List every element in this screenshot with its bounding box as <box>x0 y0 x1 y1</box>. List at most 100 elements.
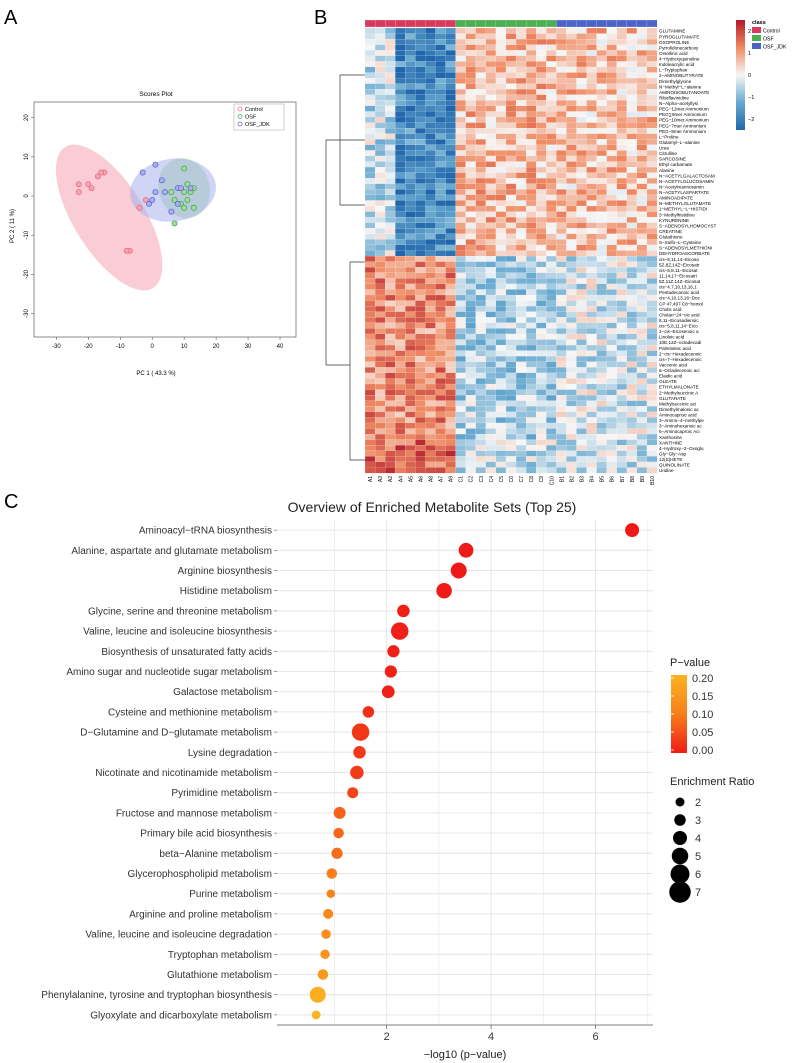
heatmap-cell <box>495 44 507 51</box>
heatmap-cell <box>465 261 476 268</box>
heatmap-cell <box>445 217 456 223</box>
heatmap-row-label: 10E,12Z−octadecadi <box>659 340 701 345</box>
heatmap-cell <box>445 395 456 401</box>
heatmap-cell <box>465 172 476 179</box>
heatmap-cell <box>606 239 617 246</box>
heatmap-cell <box>415 344 426 351</box>
heatmap-cell <box>526 339 537 346</box>
heatmap-cell <box>556 27 567 34</box>
heatmap-cell <box>505 244 517 251</box>
heatmap-cell <box>526 344 537 351</box>
heatmap-cell <box>626 428 638 435</box>
heatmap-cell <box>455 395 466 401</box>
heatmap-cell <box>425 439 436 446</box>
point-osf_jdk <box>168 208 175 215</box>
heatmap-cell <box>485 395 497 401</box>
heatmap-cell <box>505 339 517 346</box>
heatmap-cell <box>505 255 517 262</box>
heatmap-cell <box>405 395 416 401</box>
heatmap-cell <box>374 55 386 62</box>
heatmap-cell <box>536 39 547 45</box>
heatmap-cell <box>445 461 456 468</box>
heatmap-cell <box>646 94 658 101</box>
heatmap-cell <box>536 467 547 474</box>
category-label: Histidine metabolism <box>180 586 272 597</box>
heatmap-cell <box>566 461 577 468</box>
heatmap-cell <box>646 111 658 118</box>
heatmap-cell <box>395 33 406 40</box>
heatmap-cell <box>606 322 617 329</box>
heatmap-cell <box>526 267 537 273</box>
colorbar-tick-label: 0 <box>748 73 751 79</box>
heatmap-cell <box>505 250 517 257</box>
heatmap-cell <box>636 406 648 413</box>
heatmap-cell <box>364 233 376 240</box>
heatmap-cell <box>425 205 436 212</box>
heatmap-cell <box>435 289 446 296</box>
heatmap-cell <box>626 300 638 307</box>
heatmap-cell <box>576 272 587 279</box>
pvalue-tick-label: 0.10 <box>692 709 713 721</box>
heatmap-row-label: KYNURENINE <box>659 218 689 223</box>
heatmap-cell <box>374 228 386 235</box>
heatmap-cell <box>536 395 547 401</box>
heatmap-cell <box>546 111 557 118</box>
heatmap-cell <box>435 406 446 413</box>
heatmap-cell <box>455 89 466 95</box>
heatmap-cell <box>445 261 456 268</box>
heatmap-cell <box>626 294 638 301</box>
heatmap-cell <box>465 39 476 45</box>
heatmap-cell <box>465 417 476 424</box>
heatmap-cell <box>505 155 517 162</box>
heatmap-cell <box>455 144 466 151</box>
heatmap-row-label: Riboflavinidine <box>659 95 689 100</box>
heatmap-cell <box>546 189 557 196</box>
heatmap-cell <box>395 189 406 196</box>
heatmap-cell <box>475 166 487 173</box>
heatmap-cell <box>505 150 517 157</box>
class-bar-segment <box>374 19 386 28</box>
heatmap-cell <box>425 211 436 218</box>
heatmap-cell <box>616 128 628 134</box>
heatmap-cell <box>515 228 527 235</box>
heatmap-cell <box>405 344 416 351</box>
heatmap-cell <box>586 339 597 346</box>
heatmap-cell <box>475 339 487 346</box>
heatmap-cell <box>415 139 426 146</box>
heatmap-cell <box>435 228 446 235</box>
heatmap-cell <box>495 356 507 362</box>
heatmap-cell <box>405 406 416 413</box>
heatmap-cell <box>385 66 396 73</box>
heatmap-cell <box>515 333 527 340</box>
heatmap-cell <box>596 217 607 223</box>
heatmap-cell <box>374 233 386 240</box>
heatmap-cell <box>546 389 557 396</box>
heatmap-cell <box>616 461 628 468</box>
heatmap-cell <box>606 339 617 346</box>
heatmap-row-label: 8,11−Eicosadienoic <box>659 318 699 323</box>
heatmap-cell <box>646 250 658 257</box>
heatmap-cell <box>556 133 567 140</box>
heatmap-cell <box>636 367 648 374</box>
heatmap-cell <box>495 361 507 368</box>
heatmap-cell <box>445 456 456 463</box>
heatmap-cell <box>435 133 446 140</box>
heatmap-cell <box>636 183 648 190</box>
heatmap-cell <box>536 178 547 184</box>
heatmap-cell <box>586 467 597 474</box>
heatmap-cell <box>385 289 396 296</box>
heatmap-cell <box>606 333 617 340</box>
heatmap-row-label: Urea <box>659 146 669 151</box>
heatmap-cell <box>515 339 527 346</box>
heatmap-cell <box>606 166 617 173</box>
heatmap-cell <box>495 395 507 401</box>
class-bar-segment <box>465 19 477 28</box>
heatmap-cell <box>526 328 537 335</box>
heatmap-cell <box>475 283 487 290</box>
heatmap-cell <box>425 344 436 351</box>
heatmap-cell <box>455 33 466 40</box>
category-label: Galactose metabolism <box>173 687 272 698</box>
heatmap-cell <box>626 411 638 418</box>
heatmap-cell <box>616 383 628 390</box>
heatmap-cell <box>435 155 446 162</box>
